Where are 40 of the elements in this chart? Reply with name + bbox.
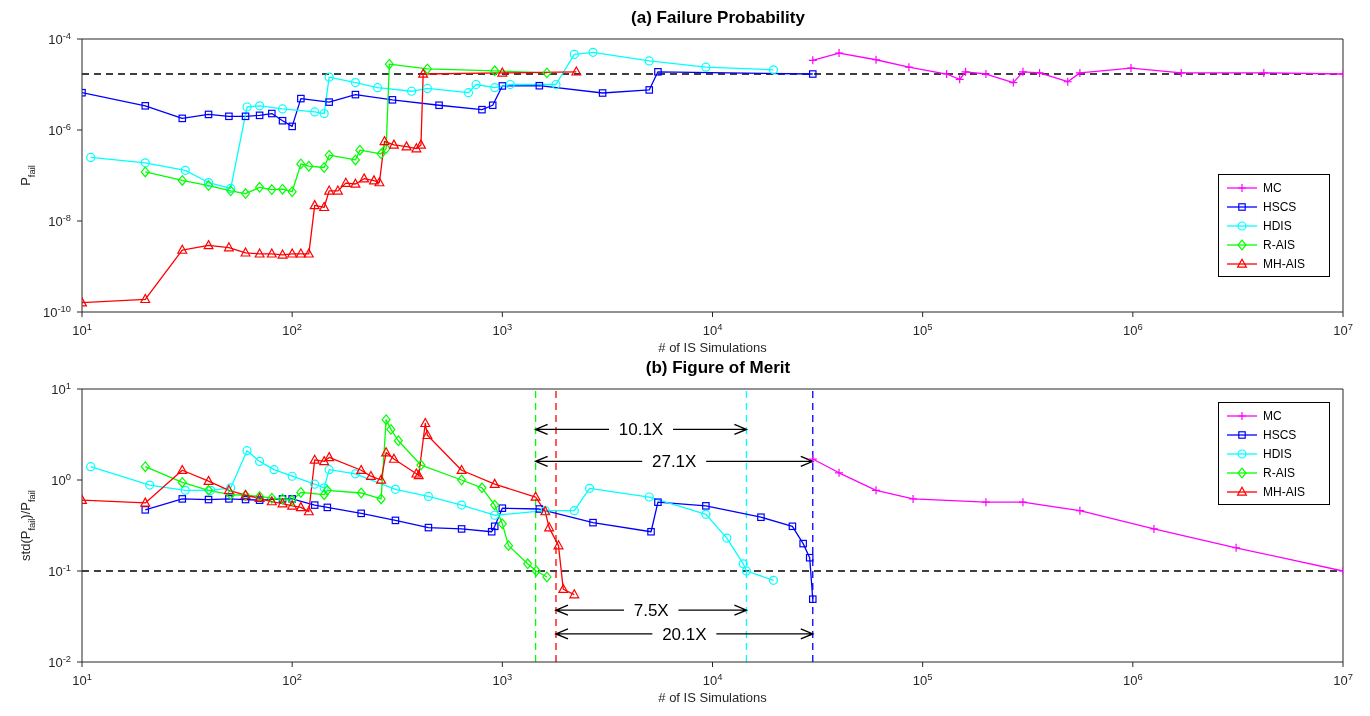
legend-label: MC: [1263, 180, 1282, 195]
x-tick-label: 10$^{4}$: [702, 672, 723, 688]
y-tick-label: 10$^{-1}$: [48, 563, 71, 579]
legend-label: MH-AIS: [1263, 256, 1305, 271]
x-tick-label: 10$^{3}$: [492, 322, 513, 338]
x-tick-label: 10$^{3}$: [492, 672, 513, 688]
x-tick-label: 10$^{2}$: [282, 322, 302, 338]
y-tick-label: 10$^{-2}$: [48, 654, 71, 670]
annotation: 7.5X: [633, 601, 669, 621]
x-tick-label: 10$^{1}$: [72, 672, 92, 688]
chart-title: (a) Failure Probability: [630, 8, 806, 29]
y-tick-label: 10$^{-10}$: [43, 304, 71, 320]
y-tick-label: 10$^{-8}$: [48, 213, 71, 229]
x-tick-label: 10$^{4}$: [702, 322, 723, 338]
x-tick-label: 10$^{7}$: [1333, 322, 1353, 338]
legend-label: R-AIS: [1263, 237, 1296, 252]
legend-label: HDIS: [1263, 218, 1292, 233]
x-tick-label: 10$^{6}$: [1123, 672, 1143, 688]
chart-title: (b) Figure of Merit: [644, 358, 792, 379]
legend-label: HDIS: [1263, 446, 1292, 461]
legend-label: MH-AIS: [1263, 484, 1305, 499]
x-tick-label: 10$^{2}$: [282, 672, 302, 688]
x-tick-label: 10$^{5}$: [912, 672, 933, 688]
y-tick-label: 10$^{-6}$: [48, 122, 71, 138]
annotation: 10.1X: [618, 420, 664, 440]
y-tick-label: 10$^{1}$: [51, 381, 71, 397]
legend-label: HSCS: [1263, 427, 1297, 442]
y-tick-label: 10$^{0}$: [51, 472, 71, 488]
x-tick-label: 10$^{1}$: [72, 322, 92, 338]
x-tick-label: 10$^{5}$: [912, 322, 933, 338]
x-axis-title: # of IS Simulations: [658, 340, 768, 355]
y-tick-label: 10$^{-4}$: [48, 31, 71, 47]
x-tick-label: 10$^{7}$: [1333, 672, 1353, 688]
x-tick-label: 10$^{6}$: [1123, 322, 1143, 338]
legend-label: HSCS: [1263, 199, 1297, 214]
annotation: 27.1X: [651, 452, 697, 472]
legend-label: R-AIS: [1263, 465, 1296, 480]
x-axis-title: # of IS Simulations: [658, 690, 768, 705]
legend-label: MC: [1263, 408, 1282, 423]
annotation: 20.1X: [662, 624, 707, 644]
